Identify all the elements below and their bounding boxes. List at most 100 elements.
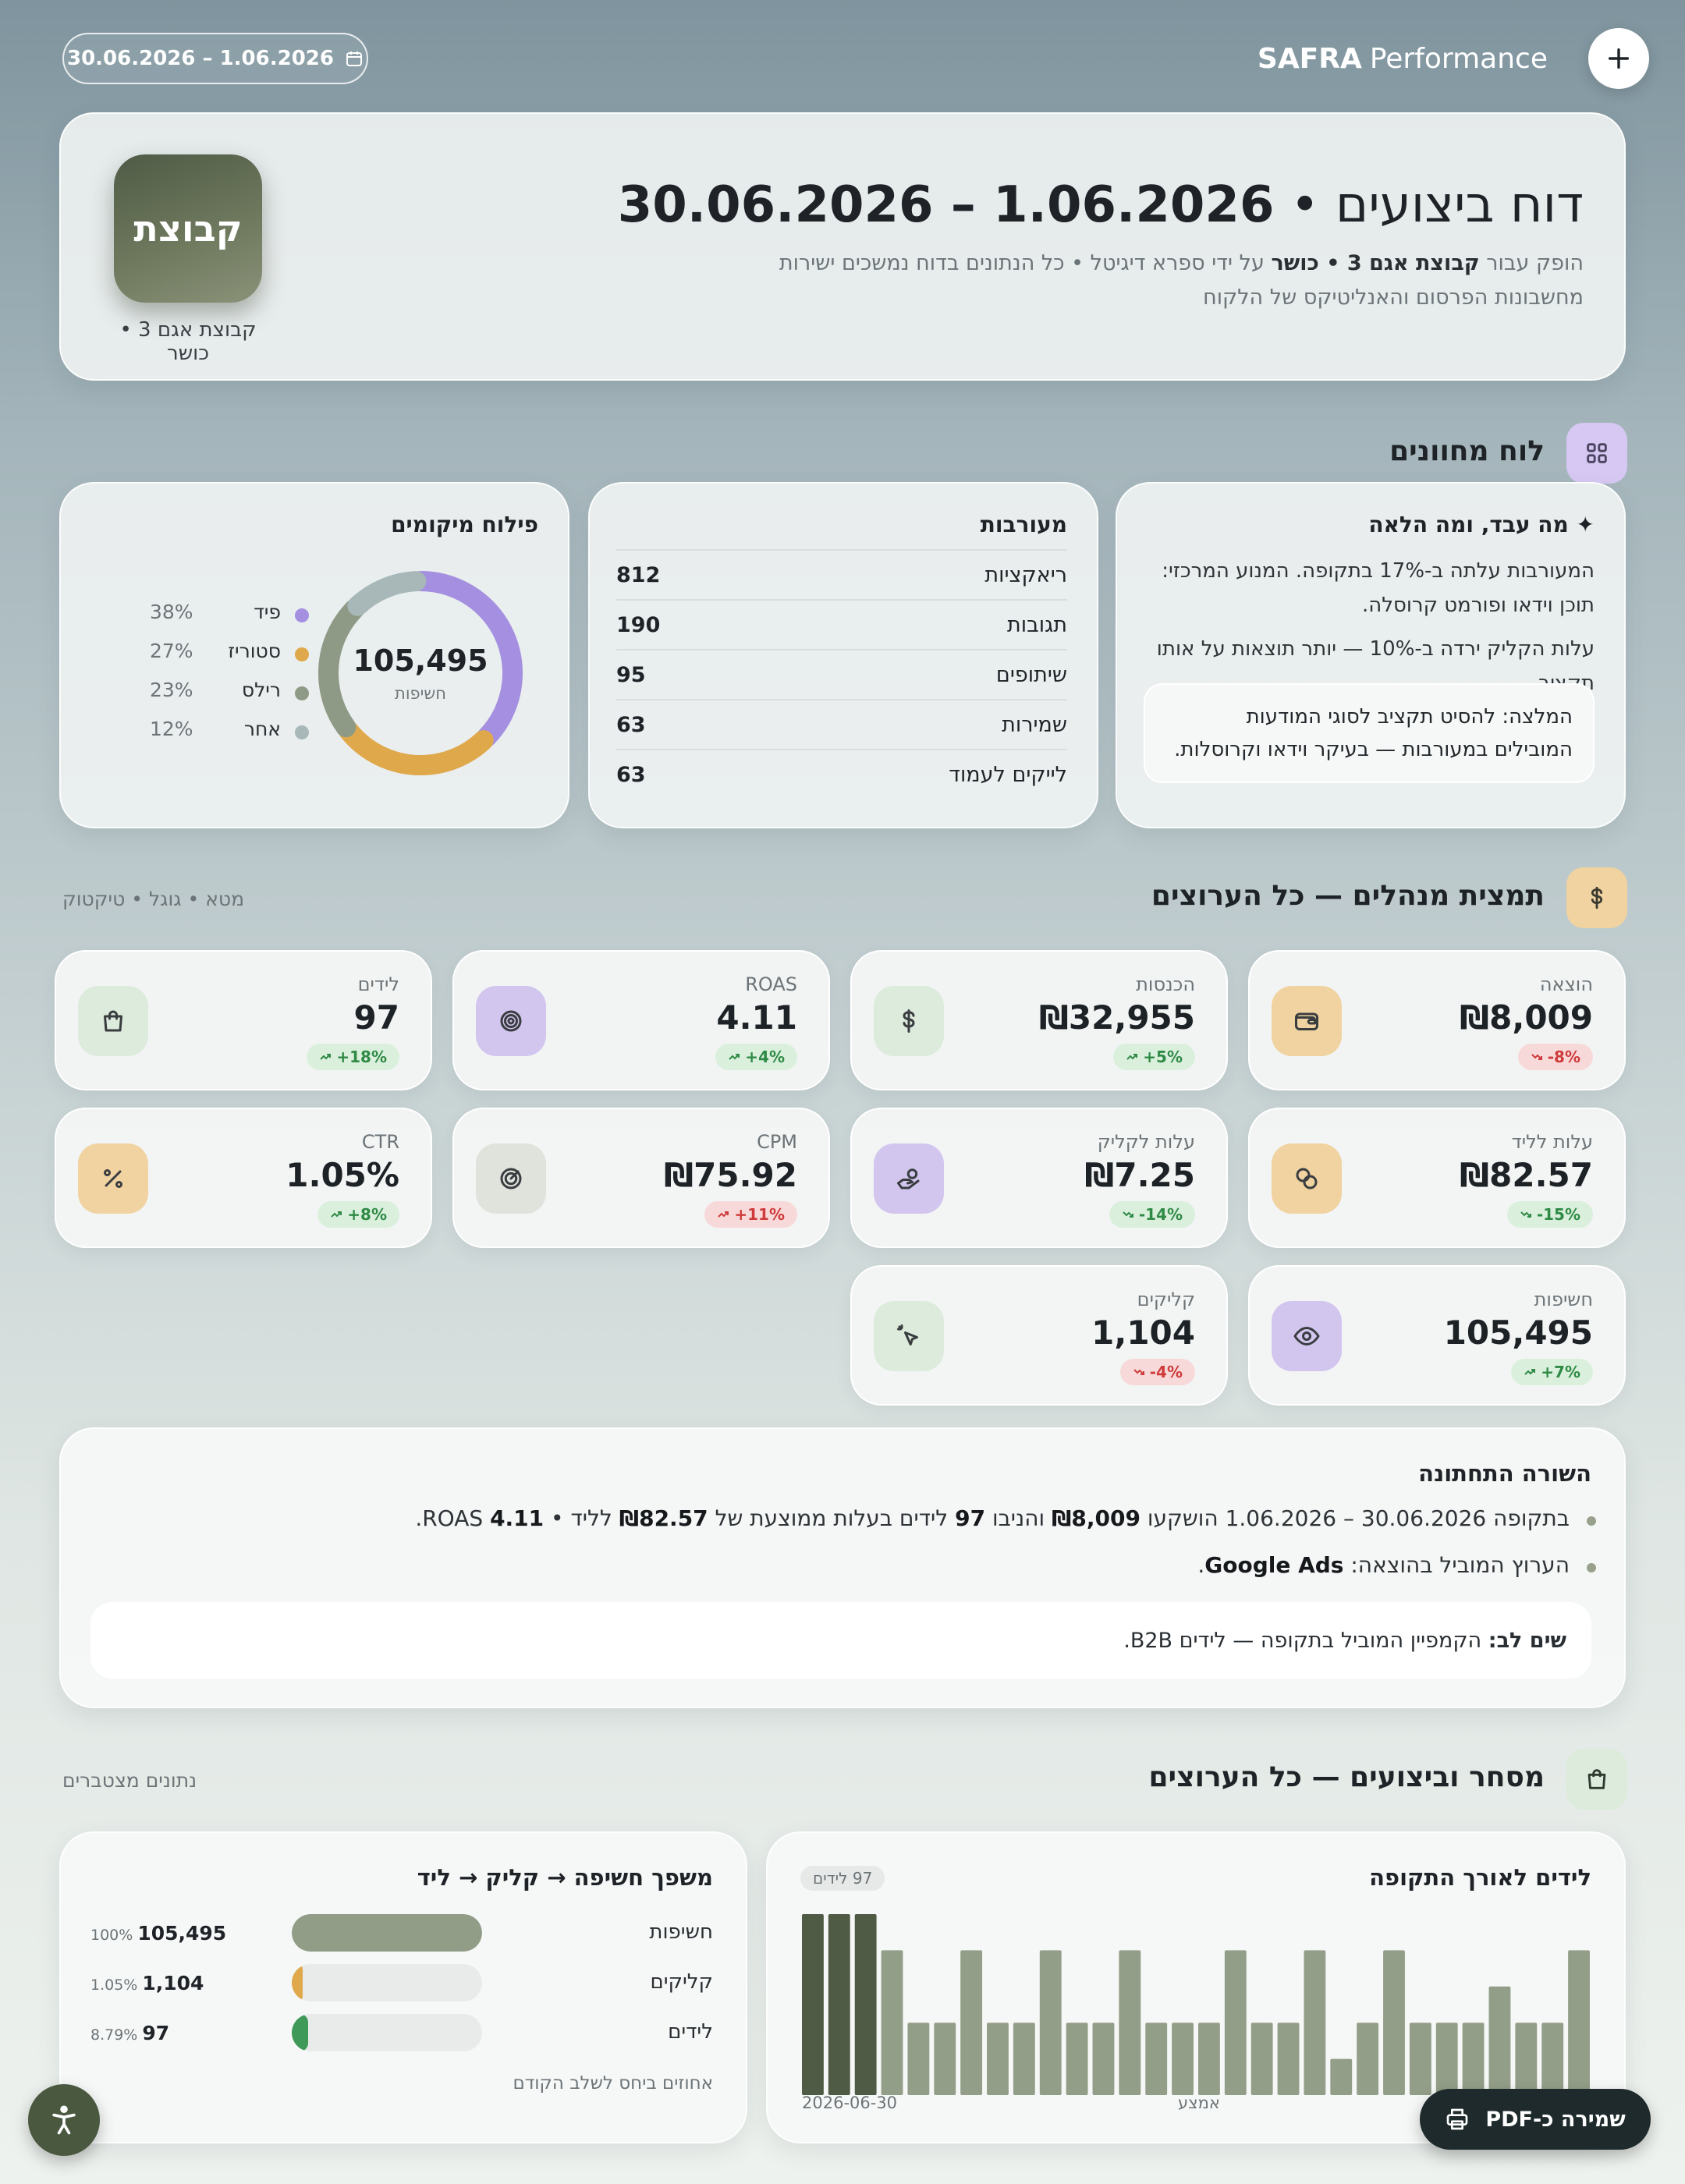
kpi-card: CTR 1.05% +8% (55, 1108, 432, 1248)
bl-roas: 4.11 (490, 1505, 545, 1531)
legend-name: אחר (243, 718, 281, 740)
printer-icon (1447, 2108, 1468, 2130)
accessibility-button[interactable] (28, 2084, 100, 2156)
trend-up-icon (718, 1211, 729, 1218)
plus-icon (1608, 48, 1630, 69)
save-pdf-button[interactable]: שמירה כ-PDF (1420, 2089, 1651, 2150)
leads-bar (1568, 1950, 1590, 2095)
trend-down-icon (1520, 1211, 1531, 1218)
funnel-stage: קליקים (650, 1970, 713, 1994)
report-title-date: 30.06.2026 – 1.06.2026 (617, 176, 1275, 234)
legend-dot (295, 686, 309, 700)
brand-bold: SAFRA (1257, 42, 1362, 75)
leads-bar (854, 1914, 877, 2095)
kpi-value: 105,495 (1443, 1314, 1593, 1352)
note-text: הקמפיין המוביל בתקופה — לידים B2B. (1123, 1628, 1482, 1653)
leads-bar (1066, 2023, 1088, 2095)
kpi-card: קליקים 1,104 -4% (850, 1265, 1228, 1406)
bl-cpl: ₪82.57 (619, 1505, 708, 1531)
leads-bar (828, 1914, 850, 2095)
funnel-fill (292, 1914, 482, 1952)
coins-icon (1272, 1143, 1342, 1214)
engagement-row: שיתופים 95 (616, 649, 1067, 700)
kpi-change-badge: +11% (704, 1201, 797, 1228)
kpi-card: הוצאה ₪8,009 -8% (1248, 950, 1626, 1090)
funnel-value: 97 (142, 2022, 170, 2044)
accessibility-icon (52, 2105, 76, 2135)
kpi-value: ₪7.25 (1084, 1156, 1195, 1194)
kpi-label: עלות לליד (1511, 1131, 1593, 1153)
insight-title: ✦ מה עבד, ומה הלאה (1368, 512, 1595, 537)
dashboard-icon (1566, 423, 1627, 484)
date-range-label: 30.06.2026 – 1.06.2026 (67, 47, 334, 70)
kpi-value: 1,104 (1091, 1314, 1195, 1352)
leads-bar (881, 1950, 903, 2095)
leads-bar (987, 2023, 1009, 2095)
kpi-card: עלות לליד ₪82.57 -15% (1248, 1108, 1626, 1248)
trend-up-icon (729, 1054, 740, 1060)
bl-text: . (415, 1505, 423, 1531)
bl-text: והניבו (991, 1505, 1045, 1531)
legend-item: סטוריז 27% (90, 640, 309, 668)
kpi-label: CTR (361, 1131, 399, 1153)
engagement-value: 812 (616, 549, 739, 600)
date-range-picker[interactable]: 30.06.2026 – 1.06.2026 (62, 33, 368, 84)
x-tick-start: 2026-06-30 (802, 2094, 898, 2112)
trend-down-icon (1123, 1211, 1133, 1218)
leads-bar (1435, 2023, 1458, 2095)
cursor-icon (874, 1301, 944, 1371)
dollar-section-icon (1566, 867, 1627, 928)
engagement-label: תגובות (738, 599, 1067, 650)
leads-bar (1198, 2023, 1220, 2095)
leads-chart-card: לידים לאורך התקופה 97 לידים 2026-06-30 א… (766, 1831, 1626, 2143)
funnel-pct: 8.79% (90, 2026, 138, 2044)
funnel-row: חשיפות 100% 105,495 (90, 1914, 713, 1952)
leads-bar (1277, 2023, 1300, 2095)
funnel-pct: 100% (90, 1927, 133, 1944)
legend-dot (295, 608, 309, 622)
leads-bar (960, 1950, 983, 2095)
kpi-change-badge: +5% (1113, 1044, 1195, 1070)
bl-channel: Google Ads (1204, 1552, 1344, 1578)
kpi-change: -14% (1138, 1205, 1183, 1224)
subtitle-line2: מחשבונות הפרסום והאנליטיקס של הלקוח (1203, 285, 1584, 310)
kpi-label: CPM (757, 1131, 797, 1153)
leads-bar-chart (802, 1914, 1590, 2095)
bl-text: בתקופה 30.06.2026 – 1.06.2026 הושקעו (1147, 1505, 1570, 1531)
bottom-line-item-summary: בתקופה 30.06.2026 – 1.06.2026 הושקעו ₪8,… (415, 1505, 1596, 1531)
engagement-value: 63 (616, 699, 739, 750)
funnel-number: 8.79% 97 (90, 2022, 169, 2044)
kpi-card: הכנסות ₪32,955 +5% (850, 950, 1228, 1090)
trend-up-icon (1126, 1054, 1138, 1060)
add-button[interactable] (1588, 28, 1649, 89)
leads-bar (907, 2023, 930, 2095)
donut-slice-1 (318, 571, 523, 775)
bottom-line-item-channel: הערוץ המוביל בהוצאה: Google Ads. (1197, 1552, 1596, 1578)
leads-bar (1462, 2023, 1485, 2095)
funnel-value: 1,104 (142, 1972, 204, 1994)
engagement-row: ריאקציות 812 (616, 549, 1067, 600)
donut-slice-2 (318, 571, 523, 775)
kpi-change: +4% (745, 1048, 785, 1066)
wallet-icon (1272, 986, 1342, 1056)
leads-bar (1330, 2058, 1353, 2095)
legend-name: רילס (241, 679, 281, 701)
donut-center: 105,495 חשיפות (315, 568, 526, 778)
leads-bar (1488, 1986, 1511, 2095)
donut-slice-3 (318, 571, 523, 775)
leads-bar (1409, 2023, 1431, 2095)
kpi-label: ROAS (745, 973, 797, 995)
kpi-change-badge: -8% (1517, 1044, 1593, 1070)
funnel-track (292, 2014, 482, 2051)
kpi-change: +5% (1143, 1048, 1183, 1066)
insight-card: ✦ מה עבד, ומה הלאה המעורבות עלתה ב-17% ב… (1116, 482, 1626, 828)
kpi-label: עלות לקליק (1097, 1131, 1195, 1153)
funnel-card: משפך חשיפה → קליק → ליד חשיפות 100% 105,4… (59, 1831, 747, 2143)
kpi-change: -4% (1149, 1363, 1183, 1381)
bl-text: הערוץ המוביל בהוצאה: (1350, 1552, 1570, 1578)
leads-bar (1039, 1950, 1062, 2095)
percent-icon (78, 1143, 148, 1214)
leads-bar (1357, 2023, 1379, 2095)
bl-text: . (1197, 1552, 1205, 1578)
report-title-prefix: דוח ביצועים • (1289, 176, 1584, 234)
